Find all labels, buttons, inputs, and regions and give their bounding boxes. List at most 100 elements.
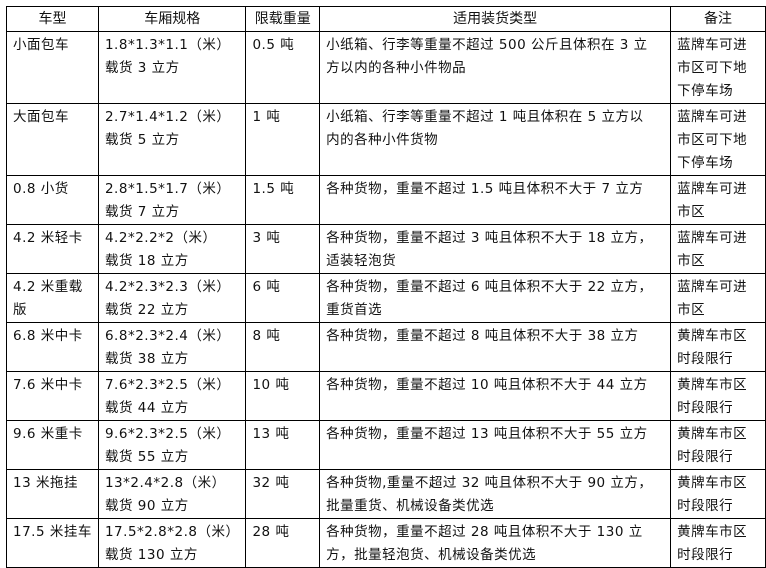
spec-cell-line: 载货 3 立方: [104, 60, 180, 76]
note-cell: 黄牌车市区 时段限行: [670, 518, 766, 568]
note-cell-line: 蓝牌车可进: [677, 37, 748, 53]
table-row: 9.6 米重卡 9.6*2.3*2.5（米） 载货 55 立方 13 吨 各种货物，重量…: [6, 420, 766, 470]
cargo-type-cell: 各种货物，重量不超过 10 吨且体积不大于 44 立方: [319, 371, 672, 421]
note-cell-line: 蓝牌车可进: [677, 279, 748, 295]
vehicle-type-cell-line: 7.6 米中卡: [13, 377, 83, 393]
cargo-type-cell-line: 各种货物，重量不超过 1.5 吨且体积不大于 7 立方: [326, 181, 644, 197]
vehicle-type-cell: 13 米拖挂: [6, 469, 99, 519]
table-row: 0.8 小货 2.8*1.5*1.7（米） 载货 7 立方 1.5 吨 各种货物，重量不…: [6, 175, 766, 225]
note-cell-line: 黄牌车市区: [677, 426, 748, 442]
spec-cell-line: 载货 5 立方: [104, 132, 180, 148]
spec-cell-line: 6.8*2.3*2.4（米）: [104, 328, 231, 344]
table-row: 大面包车 2.7*1.4*1.2（米） 载货 5 立方 1 吨 小纸箱、行李等重量不超过…: [6, 103, 766, 176]
load-cell-line: 13 吨: [252, 426, 290, 442]
note-cell-line: 黄牌车市区: [677, 377, 748, 393]
vehicle-type-cell-line: 13 米拖挂: [13, 475, 78, 491]
load-cell-line: 10 吨: [252, 377, 290, 393]
table-row: 6.8 米中卡 6.8*2.3*2.4（米） 载货 38 立方 8 吨 各种货物，重量不…: [6, 322, 766, 372]
spec-cell-line: 载货 7 立方: [104, 204, 180, 220]
spec-cell-line: 载货 18 立方: [104, 253, 189, 269]
table-row: 17.5 米挂车 17.5*2.8*2.8（米） 载货 130 立方 28 吨 各种货物…: [6, 518, 766, 568]
note-cell-line: 下停车场: [677, 83, 734, 99]
note-cell: 黄牌车市区 时段限行: [670, 469, 766, 519]
header-cargo-type: 适用装货类型: [319, 6, 672, 32]
cargo-type-cell: 小纸箱、行李等重量不超过 500 公斤且体积在 3 立方以内的各种小件物品: [319, 31, 672, 104]
cargo-type-cell-line: 各种货物,重量不超过 32 吨且体积不大于 90 立方，: [326, 475, 653, 491]
vehicle-type-cell-line: 4.2 米重载: [13, 279, 83, 295]
cargo-type-cell-line: 各种货物，重量不超过 10 吨且体积不大于 44 立方: [326, 377, 648, 393]
note-cell-line: 时段限行: [677, 498, 734, 514]
header-row: 车型 车厢规格 限载重量 适用装货类型 备注: [6, 6, 766, 32]
cargo-type-cell: 各种货物，重量不超过 28 吨且体积不大于 130 立方，批量轻泡货、机械设备类…: [319, 518, 672, 568]
spec-cell: 2.7*1.4*1.2（米） 载货 5 立方: [97, 103, 247, 176]
cargo-type-cell-line: 各种货物，重量不超过 6 吨且体积不大于 22 立方，: [326, 279, 653, 295]
note-cell: 黄牌车市区 时段限行: [670, 371, 766, 421]
vehicle-type-cell-line: 6.8 米中卡: [13, 328, 83, 344]
vehicle-type-cell: 7.6 米中卡: [6, 371, 99, 421]
cargo-type-cell: 小纸箱、行李等重量不超过 1 吨且体积在 5 立方以 内的各种小件货物: [319, 103, 672, 176]
note-cell: 蓝牌车可进 市区: [670, 224, 766, 274]
spec-cell-line: 载货 38 立方: [104, 351, 189, 367]
note-cell-line: 时段限行: [677, 351, 734, 367]
note-cell-line: 市区: [677, 253, 706, 269]
load-cell: 1.5 吨: [245, 175, 321, 225]
cargo-type-cell: 各种货物，重量不超过 3 吨且体积不大于 18 立方， 适装轻泡货: [319, 224, 672, 274]
load-cell-line: 6 吨: [252, 279, 281, 295]
vehicle-type-cell-line: 0.8 小货: [13, 181, 69, 197]
load-cell: 13 吨: [245, 420, 321, 470]
cargo-type-cell-line: 方，批量轻泡货、机械设备类优选: [326, 547, 537, 563]
load-cell-line: 32 吨: [252, 475, 290, 491]
vehicle-type-cell: 0.8 小货: [6, 175, 99, 225]
cargo-type-cell-line: 各种货物，重量不超过 28 吨且体积不大于 130 立: [326, 524, 643, 540]
spec-cell-line: 载货 55 立方: [104, 449, 189, 465]
note-cell-line: 时段限行: [677, 449, 734, 465]
load-cell: 0.5 吨: [245, 31, 321, 104]
note-cell-line: 时段限行: [677, 547, 734, 563]
note-cell-line: 蓝牌车可进: [677, 230, 748, 246]
spec-cell-line: 载货 130 立方: [104, 547, 198, 563]
note-cell-line: 市区: [677, 302, 706, 318]
load-cell: 1 吨: [245, 103, 321, 176]
spec-cell-line: 载货 90 立方: [104, 498, 189, 514]
vehicle-type-cell: 4.2 米重载版: [6, 273, 99, 323]
cargo-type-cell: 各种货物,重量不超过 32 吨且体积不大于 90 立方， 批量重货、机械设备类优选: [319, 469, 672, 519]
note-cell-line: 时段限行: [677, 400, 734, 416]
cargo-type-cell-line: 小纸箱、行李等重量不超过 1 吨且体积在 5 立方以: [326, 109, 644, 125]
note-cell: 蓝牌车可进 市区: [670, 273, 766, 323]
load-cell-line: 0.5 吨: [252, 37, 295, 53]
note-cell: 蓝牌车可进市区可下地下停车场: [670, 31, 766, 104]
table-row: 4.2 米轻卡 4.2*2.2*2（米） 载货 18 立方 3 吨 各种货物，重量不超过…: [6, 224, 766, 274]
spec-cell-line: 4.2*2.2*2（米）: [104, 230, 217, 246]
spec-cell-line: 载货 22 立方: [104, 302, 189, 318]
spec-cell: 13*2.4*2.8（米） 载货 90 立方: [97, 469, 247, 519]
vehicle-type-cell: 4.2 米轻卡: [6, 224, 99, 274]
spec-cell: 1.8*1.3*1.1（米） 载货 3 立方: [97, 31, 247, 104]
table-row: 小面包车 1.8*1.3*1.1（米） 载货 3 立方 0.5 吨 小纸箱、行李等重量不…: [6, 31, 766, 104]
spec-cell-line: 13*2.4*2.8（米）: [104, 475, 226, 491]
note-cell: 蓝牌车可进 市区可下地 下停车场: [670, 103, 766, 176]
spec-cell-line: 7.6*2.3*2.5（米）: [104, 377, 231, 393]
header-cargo-box-spec: 车厢规格: [97, 6, 247, 32]
vehicle-type-cell-line: 小面包车: [13, 37, 69, 53]
cargo-type-cell-line: 重货首选: [326, 302, 383, 318]
spec-cell-line: 9.6*2.3*2.5（米）: [104, 426, 231, 442]
header-load-limit: 限载重量: [245, 6, 321, 32]
spec-cell-line: 2.7*1.4*1.2（米）: [104, 109, 231, 125]
cargo-type-cell-line: 适装轻泡货: [326, 253, 397, 269]
load-cell-line: 1.5 吨: [252, 181, 295, 197]
spec-cell-line: 载货 44 立方: [104, 400, 189, 416]
note-cell-line: 蓝牌车可进: [677, 109, 748, 125]
cargo-type-cell: 各种货物，重量不超过 6 吨且体积不大于 22 立方， 重货首选: [319, 273, 672, 323]
spec-cell-line: 17.5*2.8*2.8（米）: [104, 524, 240, 540]
vehicle-type-cell-line: 大面包车: [13, 109, 69, 125]
load-cell-line: 1 吨: [252, 109, 281, 125]
vehicle-type-cell-line: 17.5 米挂车: [13, 524, 92, 540]
spec-cell: 17.5*2.8*2.8（米） 载货 130 立方: [97, 518, 247, 568]
note-cell-line: 市区可下地: [677, 60, 748, 76]
note-cell-line: 蓝牌车可进: [677, 181, 748, 197]
cargo-type-cell-line: 批量重货、机械设备类优选: [326, 498, 495, 514]
load-cell-line: 8 吨: [252, 328, 281, 344]
cargo-type-cell-line: 各种货物，重量不超过 13 吨且体积不大于 55 立方: [326, 426, 648, 442]
vehicle-type-cell-line: 9.6 米重卡: [13, 426, 83, 442]
load-cell: 10 吨: [245, 371, 321, 421]
